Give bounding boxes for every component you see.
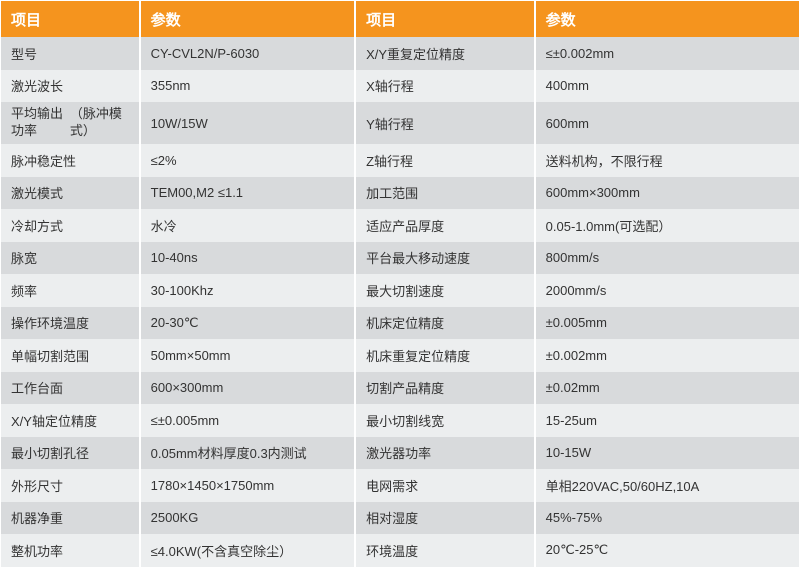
table-cell: 型号 bbox=[1, 37, 141, 70]
table-cell: ±0.02mm bbox=[536, 372, 799, 405]
table-row: 型号CY-CVL2N/P-6030X/Y重复定位精度≤±0.002mm bbox=[1, 37, 799, 70]
table-cell: 600mm×300mm bbox=[536, 177, 799, 210]
table-cell: 最小切割线宽 bbox=[356, 404, 536, 437]
table-body: 型号CY-CVL2N/P-6030X/Y重复定位精度≤±0.002mm激光波长3… bbox=[1, 37, 799, 567]
table-cell: ≤4.0KW(不含真空除尘） bbox=[141, 534, 356, 567]
table-cell: 环境温度 bbox=[356, 534, 536, 567]
table-cell: CY-CVL2N/P-6030 bbox=[141, 37, 356, 70]
table-cell: TEM00,M2 ≤1.1 bbox=[141, 177, 356, 210]
table-cell: 0.05-1.0mm(可选配） bbox=[536, 209, 799, 242]
table-cell: 频率 bbox=[1, 274, 141, 307]
table-cell: 10-40ns bbox=[141, 242, 356, 275]
table-cell: 355nm bbox=[141, 70, 356, 103]
header-col-2: 参数 bbox=[141, 1, 356, 37]
table-cell: 工作台面 bbox=[1, 372, 141, 405]
table-cell: 10W/15W bbox=[141, 102, 356, 144]
table-cell: 冷却方式 bbox=[1, 209, 141, 242]
table-cell: 单幅切割范围 bbox=[1, 339, 141, 372]
table-cell: 20℃-25℃ bbox=[536, 534, 799, 567]
table-cell: 外形尺寸 bbox=[1, 469, 141, 502]
table-cell: 最大切割速度 bbox=[356, 274, 536, 307]
table-cell: 切割产品精度 bbox=[356, 372, 536, 405]
table-row: 操作环境温度20-30℃机床定位精度±0.005mm bbox=[1, 307, 799, 340]
table-row: 激光模式TEM00,M2 ≤1.1加工范围600mm×300mm bbox=[1, 177, 799, 210]
table-cell: ±0.005mm bbox=[536, 307, 799, 340]
table-row: 激光波长355nmX轴行程400mm bbox=[1, 70, 799, 103]
table-cell: Y轴行程 bbox=[356, 102, 536, 144]
table-cell: 600mm bbox=[536, 102, 799, 144]
table-cell: 脉冲稳定性 bbox=[1, 144, 141, 177]
table-cell: X/Y轴定位精度 bbox=[1, 404, 141, 437]
table-cell: 400mm bbox=[536, 70, 799, 103]
table-row: 频率30-100Khz最大切割速度2000mm/s bbox=[1, 274, 799, 307]
table-row: 单幅切割范围50mm×50mm机床重复定位精度±0.002mm bbox=[1, 339, 799, 372]
table-cell: 激光器功率 bbox=[356, 437, 536, 470]
table-row: 脉宽10-40ns平台最大移动速度800mm/s bbox=[1, 242, 799, 275]
table-cell: 600×300mm bbox=[141, 372, 356, 405]
table-cell: 水冷 bbox=[141, 209, 356, 242]
table-cell: 送料机构，不限行程 bbox=[536, 144, 799, 177]
table-cell: 激光波长 bbox=[1, 70, 141, 103]
table-row: 机器净重2500KG相对湿度45%-75% bbox=[1, 502, 799, 535]
table-cell: 20-30℃ bbox=[141, 307, 356, 340]
table-cell: 15-25um bbox=[536, 404, 799, 437]
table-cell: 45%-75% bbox=[536, 502, 799, 535]
table-cell: X/Y重复定位精度 bbox=[356, 37, 536, 70]
table-cell: 相对湿度 bbox=[356, 502, 536, 535]
table-cell: 平均输出功率（脉冲模式） bbox=[1, 102, 141, 144]
table-cell: 机器净重 bbox=[1, 502, 141, 535]
table-cell: 平台最大移动速度 bbox=[356, 242, 536, 275]
table-cell: ≤±0.005mm bbox=[141, 404, 356, 437]
table-cell: Z轴行程 bbox=[356, 144, 536, 177]
table-cell: 机床定位精度 bbox=[356, 307, 536, 340]
table-cell: 脉宽 bbox=[1, 242, 141, 275]
table-row: 冷却方式水冷适应产品厚度0.05-1.0mm(可选配） bbox=[1, 209, 799, 242]
table-row: 脉冲稳定性≤2%Z轴行程送料机构，不限行程 bbox=[1, 144, 799, 177]
table-cell: 整机功率 bbox=[1, 534, 141, 567]
table-row: 最小切割孔径0.05mm材料厚度0.3内测试激光器功率10-15W bbox=[1, 437, 799, 470]
table-cell: 适应产品厚度 bbox=[356, 209, 536, 242]
table-row: 工作台面600×300mm切割产品精度±0.02mm bbox=[1, 372, 799, 405]
table-cell: ≤±0.002mm bbox=[536, 37, 799, 70]
table-header-row: 项目 参数 项目 参数 bbox=[1, 1, 799, 37]
table-cell: 激光模式 bbox=[1, 177, 141, 210]
spec-table: 项目 参数 项目 参数 型号CY-CVL2N/P-6030X/Y重复定位精度≤±… bbox=[0, 0, 800, 568]
table-cell: ≤2% bbox=[141, 144, 356, 177]
table-cell: 30-100Khz bbox=[141, 274, 356, 307]
header-col-3: 项目 bbox=[356, 1, 536, 37]
table-cell: 机床重复定位精度 bbox=[356, 339, 536, 372]
table-cell: 操作环境温度 bbox=[1, 307, 141, 340]
table-cell: 单相220VAC,50/60HZ,10A bbox=[536, 469, 799, 502]
table-cell: 加工范围 bbox=[356, 177, 536, 210]
table-cell: 2000mm/s bbox=[536, 274, 799, 307]
table-cell: 0.05mm材料厚度0.3内测试 bbox=[141, 437, 356, 470]
header-col-4: 参数 bbox=[536, 1, 799, 37]
table-row: 平均输出功率（脉冲模式）10W/15WY轴行程600mm bbox=[1, 102, 799, 144]
table-row: 外形尺寸1780×1450×1750mm电网需求单相220VAC,50/60HZ… bbox=[1, 469, 799, 502]
table-row: 整机功率≤4.0KW(不含真空除尘）环境温度20℃-25℃ bbox=[1, 534, 799, 567]
table-cell: X轴行程 bbox=[356, 70, 536, 103]
table-cell: 最小切割孔径 bbox=[1, 437, 141, 470]
table-cell: 10-15W bbox=[536, 437, 799, 470]
header-col-1: 项目 bbox=[1, 1, 141, 37]
table-cell: 50mm×50mm bbox=[141, 339, 356, 372]
table-cell: 电网需求 bbox=[356, 469, 536, 502]
table-cell: ±0.002mm bbox=[536, 339, 799, 372]
table-cell: 1780×1450×1750mm bbox=[141, 469, 356, 502]
table-cell: 2500KG bbox=[141, 502, 356, 535]
table-row: X/Y轴定位精度≤±0.005mm最小切割线宽15-25um bbox=[1, 404, 799, 437]
table-cell: 800mm/s bbox=[536, 242, 799, 275]
